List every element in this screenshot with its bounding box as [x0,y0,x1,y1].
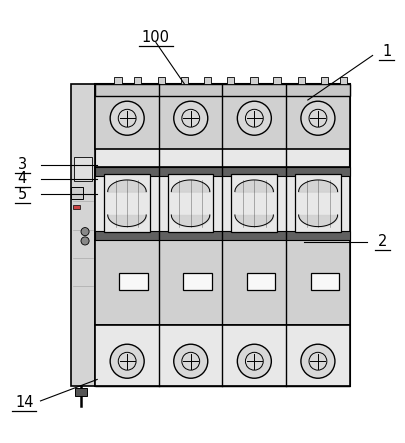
Bar [75,388,87,396]
Bar [95,84,350,385]
Bar [181,77,188,84]
Bar [321,77,328,84]
Circle shape [81,228,89,236]
Circle shape [245,109,263,127]
Circle shape [301,101,335,135]
Circle shape [118,109,136,127]
Circle shape [182,352,200,370]
Bar [71,84,95,385]
Text: 4: 4 [18,171,27,187]
Bar [247,273,275,290]
Bar [311,273,339,290]
Bar [74,157,92,181]
Bar [73,205,80,210]
Bar [95,240,350,325]
Bar [95,325,350,385]
Text: 100: 100 [142,30,170,45]
Bar [95,167,350,176]
Bar [250,77,258,84]
Bar [183,273,212,290]
Bar [340,77,347,84]
Circle shape [174,344,208,378]
Circle shape [174,101,208,135]
Circle shape [301,344,335,378]
Text: 14: 14 [15,396,34,411]
Circle shape [118,352,136,370]
Bar [114,77,122,84]
Circle shape [237,101,271,135]
Bar [231,174,277,233]
Circle shape [110,101,144,135]
Text: 2: 2 [378,234,388,249]
Bar [95,84,350,96]
Circle shape [245,352,263,370]
Text: 3: 3 [18,157,27,172]
Circle shape [182,109,200,127]
Circle shape [309,109,327,127]
Bar [71,187,83,199]
Bar [204,77,211,84]
Bar [95,231,350,240]
Circle shape [309,352,327,370]
Bar [134,77,141,84]
Bar [298,77,305,84]
Bar [158,77,165,84]
Bar [273,77,281,84]
Text: 1: 1 [382,44,391,59]
Bar [95,167,350,240]
Circle shape [81,237,89,245]
Bar [95,84,350,148]
Bar [227,77,234,84]
Bar [168,174,213,233]
Bar [104,174,150,233]
Bar [295,174,341,233]
Circle shape [110,344,144,378]
Circle shape [237,344,271,378]
Text: 5: 5 [18,187,27,202]
Bar [119,273,148,290]
